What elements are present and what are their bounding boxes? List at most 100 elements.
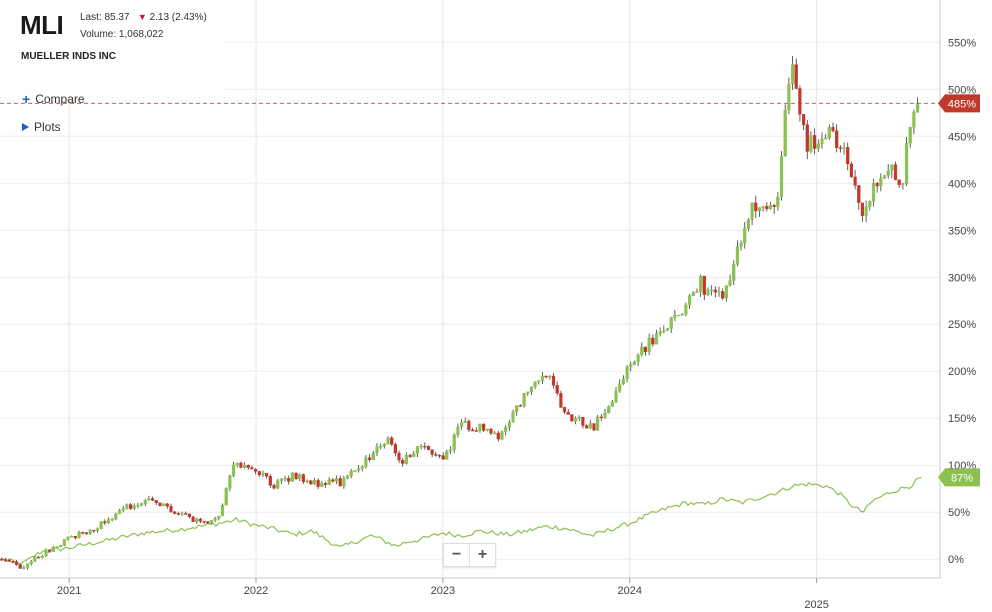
candle-body: [651, 337, 655, 345]
candle-body: [305, 480, 309, 483]
candle-body: [121, 508, 125, 511]
candle-body: [813, 135, 817, 149]
candle-body: [191, 516, 195, 523]
candle-body: [360, 466, 364, 469]
x-tick-label: 2022: [244, 585, 268, 597]
candle-body: [482, 423, 486, 431]
triangle-right-icon: [22, 123, 29, 131]
benchmark-badge-text: 87%: [951, 472, 973, 484]
y-tick-label: 200%: [948, 366, 976, 378]
candle-body: [169, 506, 173, 513]
candle-body: [710, 289, 714, 292]
zoom-in-button[interactable]: +: [469, 544, 495, 566]
candle-body: [750, 202, 754, 220]
candle-body: [349, 470, 353, 477]
candle-body: [757, 207, 762, 212]
candle-body: [732, 264, 736, 281]
candle-body: [423, 445, 427, 448]
candle-body: [607, 406, 611, 414]
candle-body: [691, 292, 695, 296]
price-candles: [0, 55, 920, 570]
candle-body: [529, 386, 533, 393]
candle-body: [257, 471, 261, 476]
candle-body: [779, 155, 784, 197]
candle-body: [40, 556, 44, 558]
candle-body: [787, 83, 791, 111]
compare-button[interactable]: + Compare: [22, 92, 85, 106]
candle-body: [474, 430, 478, 432]
zoom-out-button[interactable]: −: [451, 546, 462, 563]
candle-body: [735, 246, 739, 265]
candle-body: [838, 147, 842, 149]
candle-body: [728, 280, 732, 286]
candle-body: [783, 109, 787, 157]
candle-body: [824, 137, 828, 140]
candle-body: [618, 383, 622, 392]
candle-body: [73, 536, 77, 539]
candle-body: [739, 242, 743, 247]
last-value-badges: 485% 87%: [938, 94, 980, 487]
candle-body: [84, 532, 88, 535]
candle-body: [743, 228, 747, 244]
candle-body: [515, 405, 519, 413]
candle-body: [820, 138, 824, 144]
candle-body: [132, 505, 136, 510]
candle-body: [860, 202, 864, 216]
candle-body: [323, 483, 328, 485]
candle-body: [55, 546, 59, 548]
candle-body: [327, 479, 331, 485]
candle-body: [445, 451, 449, 460]
candle-body: [905, 142, 909, 185]
volume-line: Volume: 1,068,022: [80, 29, 163, 40]
candle-body: [165, 503, 169, 507]
candle-body: [596, 416, 600, 431]
candle-body: [802, 114, 806, 126]
candle-body: [518, 405, 522, 407]
y-tick-label: 150%: [948, 413, 976, 425]
candle-body: [717, 291, 721, 293]
candle-body: [816, 143, 820, 149]
x-tick-label: 2023: [431, 585, 455, 597]
candle-body: [301, 474, 305, 483]
y-tick-label: 450%: [948, 131, 976, 143]
candle-body: [48, 549, 52, 552]
candle-body: [695, 291, 699, 293]
candle-body: [676, 314, 681, 317]
candle-body: [662, 330, 666, 333]
candle-body: [835, 130, 839, 148]
candle-body: [772, 205, 776, 207]
candle-body: [846, 147, 850, 165]
candle-body: [81, 532, 85, 534]
candle-body: [265, 473, 269, 477]
candle-body: [916, 103, 920, 113]
candle-body: [390, 437, 394, 445]
candle-body: [540, 375, 545, 381]
price-change: 2.13 (2.43%): [149, 12, 207, 23]
candle-body: [162, 503, 166, 507]
ticker-symbol: MLI: [20, 10, 64, 40]
x-tick-label: 2025: [804, 599, 828, 611]
candle-body: [544, 375, 548, 378]
candle-body: [831, 127, 835, 131]
candle-body: [485, 428, 489, 431]
candle-body: [88, 529, 92, 535]
plus-icon: +: [22, 91, 31, 107]
candle-body: [70, 536, 74, 538]
zoom-controls: − +: [443, 543, 496, 567]
candle-body: [463, 420, 467, 423]
candle-body: [559, 393, 563, 408]
candle-body: [22, 567, 26, 569]
benchmark-series: [0, 476, 922, 566]
candle-body: [239, 462, 243, 468]
candle-body: [309, 480, 313, 485]
candle-body: [37, 556, 41, 559]
candle-body: [202, 521, 206, 523]
candle-body: [437, 455, 442, 457]
candle-body: [18, 564, 22, 569]
candle-body: [522, 393, 526, 407]
last-value: 85.37: [104, 12, 130, 23]
candle-body: [379, 446, 383, 448]
candle-body: [103, 521, 107, 524]
candle-body: [173, 511, 177, 514]
plots-button[interactable]: Plots: [22, 120, 61, 134]
